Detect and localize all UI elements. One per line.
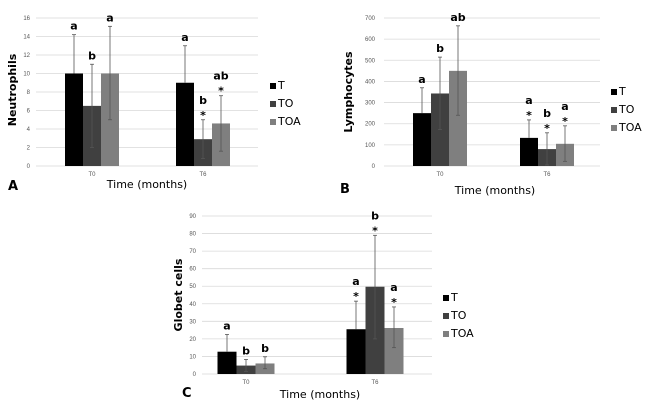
panel-c-y-tick-label: 40 (189, 302, 196, 308)
panel-a-y-axis-label: Neutrophils (6, 53, 19, 126)
panel-c-y-tick-label: 30 (189, 319, 196, 325)
panel-b-y-tick-label: 500 (365, 58, 376, 64)
panel-a-significance-star: * (218, 85, 224, 98)
panel-a-group-letter: b (199, 94, 207, 107)
panel-a-legend-swatch-t (270, 83, 276, 89)
panel-b-legend-label-t: T (618, 85, 626, 98)
panel-c-legend-swatch-t (443, 295, 449, 301)
panel-c-significance-star: * (391, 296, 397, 309)
panel-b-group-letter: a (561, 100, 568, 113)
panel-c-legend-label-to: TO (450, 309, 467, 322)
panel-b-y-tick-label: 300 (365, 101, 376, 107)
panel-b-y-tick-label: 600 (365, 37, 376, 43)
panel-a-legend-swatch-toa (270, 119, 276, 125)
panel-b-group-letter: a (525, 94, 532, 107)
panel-b-x-tick-label: T6 (543, 172, 551, 178)
panel-c-x-tick-label: T6 (371, 380, 379, 386)
panel-c-y-tick-label: 50 (189, 284, 196, 290)
panel-b-legend-swatch-toa (611, 125, 617, 131)
panel-a-group-letter: ab (213, 70, 228, 83)
panel-c-x-axis-label: Time (months) (279, 388, 360, 401)
panel-a-y-tick-label: 4 (27, 127, 31, 133)
panel-c-significance-star: * (372, 224, 378, 237)
panel-c-y-axis-label: Globet cells (172, 258, 185, 331)
panel-a-y-tick-label: 14 (23, 35, 30, 41)
panel-b-y-tick-label: 200 (365, 122, 376, 128)
panel-a-y-tick-label: 8 (27, 90, 31, 96)
panel-c-group-letter: b (371, 209, 379, 222)
panel-a-significance-star: * (200, 109, 206, 122)
panel-c-y-tick-label: 60 (189, 267, 196, 273)
panel-a-x-axis-label: Time (months) (106, 178, 187, 191)
panel-c-group-letter: a (390, 281, 397, 294)
panel-b-legend-label-to: TO (618, 103, 635, 116)
panel-c-bar-toa-t6 (384, 328, 404, 374)
panel-a-group-letter: a (181, 31, 188, 44)
panel-c-group-letter: a (352, 275, 359, 288)
panel-a-panel-label: A (8, 179, 18, 194)
panel-c-bar-t-t6 (346, 329, 366, 374)
panel-a-y-tick-label: 10 (23, 72, 30, 78)
panel-a-x-tick-label: T0 (88, 172, 96, 178)
panel-c-legend-label-t: T (450, 291, 458, 304)
panel-a-group-letter: a (106, 11, 113, 24)
panel-a-legend-label-to: TO (277, 97, 294, 110)
panel-a-legend-swatch-to (270, 101, 276, 107)
panel-c-y-tick-label: 10 (189, 354, 196, 360)
panel-a-y-tick-label: 6 (27, 109, 31, 115)
panel-c-y-tick-label: 70 (189, 249, 196, 255)
panel-a-legend-label-t: T (277, 79, 285, 92)
panel-b-legend-label-toa: TOA (618, 121, 642, 134)
panel-a-bar-t-t6 (176, 82, 194, 166)
panel-a-x-tick-label: T6 (199, 172, 207, 178)
panel-a-group-letter: a (70, 20, 77, 33)
panel-b-bar-t-t0 (413, 113, 431, 166)
panel-a-y-tick-label: 0 (27, 164, 31, 170)
panel-b-group-letter: a (418, 73, 425, 86)
panel-c-y-tick-label: 20 (189, 337, 196, 343)
panel-b-panel-label: B (340, 182, 350, 197)
panel-c-x-tick-label: T0 (242, 380, 250, 386)
panel-c-legend-swatch-toa (443, 331, 449, 337)
panel-b-y-tick-label: 400 (365, 79, 376, 85)
panel-b-group-letter: b (436, 42, 444, 55)
panel-b-y-tick-label: 700 (365, 16, 376, 22)
panel-b-legend-swatch-to (611, 107, 617, 113)
panel-c-group-letter: b (261, 342, 269, 355)
panel-c-group-letter: b (242, 344, 250, 357)
panel-b-group-letter: ab (450, 11, 465, 24)
panel-b-significance-star: * (544, 122, 550, 135)
panel-b-group-letter: b (543, 107, 551, 120)
panel-a-y-tick-label: 2 (27, 146, 31, 152)
panel-c-y-tick-label: 80 (189, 232, 196, 238)
panel-b-y-tick-label: 0 (372, 164, 376, 170)
panel-c-legend-swatch-to (443, 313, 449, 319)
panel-c-significance-star: * (353, 290, 359, 303)
panel-c-y-tick-label: 0 (193, 372, 197, 378)
panel-c-group-letter: a (223, 320, 230, 333)
panel-b-legend-swatch-t (611, 89, 617, 95)
panel-b-x-tick-label: T0 (436, 172, 444, 178)
panel-b-significance-star: * (562, 115, 568, 128)
panel-b-bar-t-t6 (520, 137, 538, 166)
panel-b-x-axis-label: Time (months) (454, 184, 535, 197)
panel-b-significance-star: * (526, 109, 532, 122)
panel-b-y-axis-label: Lymphocytes (342, 51, 355, 133)
panel-a-y-tick-label: 12 (23, 53, 30, 59)
panel-c-bar-t-t0 (217, 351, 237, 374)
panel-c-legend-label-toa: TOA (450, 327, 474, 340)
panel-a-bar-t-t0 (65, 73, 83, 166)
panel-a-y-tick-label: 16 (23, 16, 30, 22)
panel-b-bar-toa-t0 (449, 70, 467, 166)
panel-c-panel-label: C (182, 386, 192, 401)
panel-a-group-letter: b (88, 49, 96, 62)
panel-c-y-tick-label: 90 (189, 214, 196, 220)
panel-a-legend-label-toa: TOA (277, 115, 301, 128)
panel-b-y-tick-label: 100 (365, 143, 376, 149)
